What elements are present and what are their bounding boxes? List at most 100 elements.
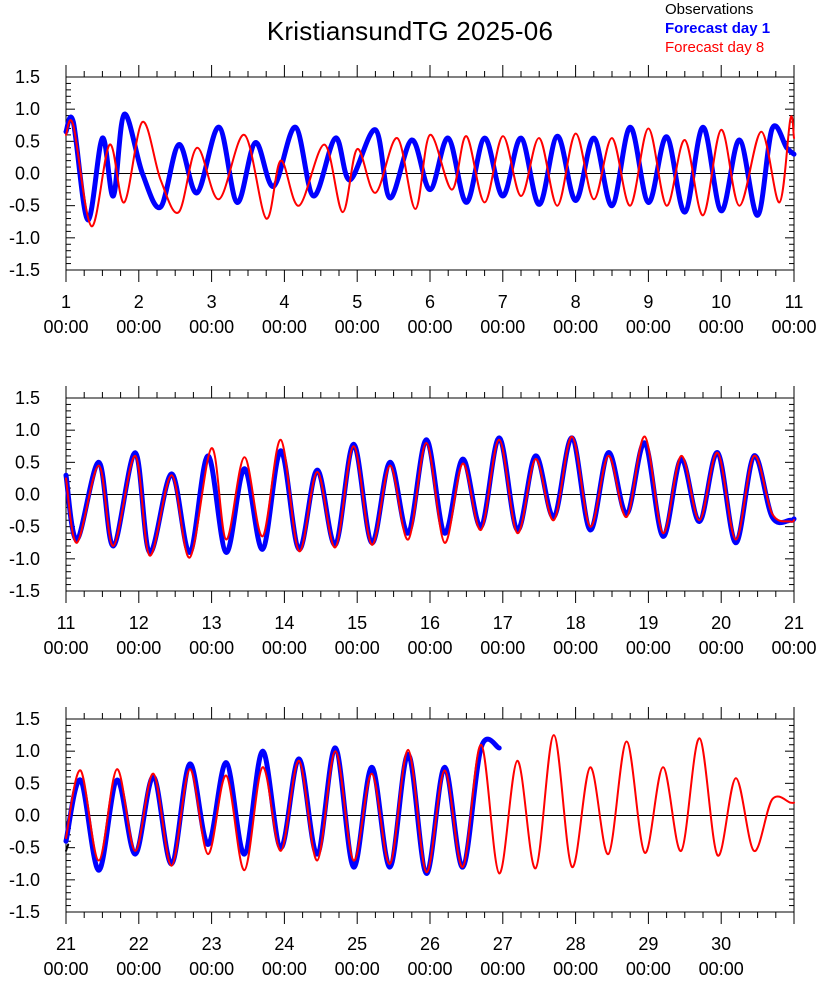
x-tick-label-time: 00:00 xyxy=(626,638,671,658)
x-tick-label-day: 11 xyxy=(785,292,804,312)
x-tick-label-day: 22 xyxy=(129,934,149,954)
x-tick-label-day: 27 xyxy=(493,934,513,954)
x-tick-label-time: 00:00 xyxy=(553,959,598,979)
x-tick-label-day: 24 xyxy=(274,934,294,954)
series-line-forecast-day-8 xyxy=(65,115,795,228)
x-tick-label-time: 00:00 xyxy=(335,959,380,979)
legend-forecast-day-8: Forecast day 8 xyxy=(665,39,765,56)
x-tick-label-day: 18 xyxy=(566,613,586,633)
x-tick-label-time: 00:00 xyxy=(116,638,161,658)
x-tick-label-day: 7 xyxy=(498,292,508,312)
x-tick-label-time: 00:00 xyxy=(189,638,234,658)
x-tick-label-time: 00:00 xyxy=(262,959,307,979)
x-tick-label-time: 00:00 xyxy=(771,638,816,658)
x-tick-label-day: 3 xyxy=(207,292,217,312)
y-tick-label: -1.5 xyxy=(9,581,40,601)
y-tick-label: 1.0 xyxy=(15,99,40,119)
x-tick-label-day: 11 xyxy=(57,613,76,633)
panel-2: 1.5 1.0 0.5 0.0 -0.5 -1.0 -1.5 11 00:00 12 00:00 13… xyxy=(9,386,817,658)
x-tick-label-time: 00:00 xyxy=(335,638,380,658)
y-tick-label: -1.0 xyxy=(9,228,40,248)
y-tick-label: -1.0 xyxy=(9,870,40,890)
x-tick-label-time: 00:00 xyxy=(553,638,598,658)
panel-1: 1.5 1.0 0.5 0.0 -0.5 -1.0 -1.5 1 00:00 2 00:00 3 00:… xyxy=(9,65,817,337)
x-tick-label-time: 00:00 xyxy=(626,317,671,337)
y-tick-label: 0.5 xyxy=(15,452,40,472)
x-tick-label-time: 00:00 xyxy=(262,638,307,658)
series-line-forecast-day-8 xyxy=(65,435,795,559)
x-tick-label-time: 00:00 xyxy=(407,959,452,979)
x-tick-label-day: 21 xyxy=(784,613,804,633)
x-tick-label-day: 13 xyxy=(202,613,222,633)
y-tick-label: -0.5 xyxy=(9,838,40,858)
legend-forecast-day-1: Forecast day 1 xyxy=(665,20,771,37)
x-tick-label-day: 26 xyxy=(420,934,440,954)
x-tick-label-day: 5 xyxy=(352,292,362,312)
y-tick-label: -1.5 xyxy=(9,260,40,280)
x-tick-label-time: 00:00 xyxy=(43,638,88,658)
x-tick-label-time: 00:00 xyxy=(699,317,744,337)
x-tick-label-day: 12 xyxy=(129,613,149,633)
y-tick-label: 1.5 xyxy=(15,388,40,408)
y-tick-label: 0.5 xyxy=(15,131,40,151)
y-tick-label: 0.5 xyxy=(15,773,40,793)
y-tick-label: 0.0 xyxy=(15,164,40,184)
x-tick-label-time: 00:00 xyxy=(116,317,161,337)
chart-title: KristiansundTG 2025-06 xyxy=(0,16,820,47)
x-tick-label-day: 10 xyxy=(711,292,731,312)
x-tick-label-day: 23 xyxy=(202,934,222,954)
x-tick-label-time: 00:00 xyxy=(480,638,525,658)
x-tick-label-time: 00:00 xyxy=(407,638,452,658)
x-tick-label-day: 1 xyxy=(61,292,71,312)
y-tick-label: -1.0 xyxy=(9,549,40,569)
x-tick-label-day: 25 xyxy=(347,934,367,954)
y-tick-label: 1.5 xyxy=(15,709,40,729)
x-tick-label-day: 29 xyxy=(638,934,658,954)
x-tick-label-time: 00:00 xyxy=(262,317,307,337)
y-tick-label: 0.0 xyxy=(15,485,40,505)
x-tick-label-day: 21 xyxy=(56,934,76,954)
x-tick-label-time: 00:00 xyxy=(116,959,161,979)
series-line-forecast-day-1 xyxy=(63,736,502,876)
series-line-observations xyxy=(65,843,70,852)
x-tick-label-day: 16 xyxy=(420,613,440,633)
x-tick-label-day: 6 xyxy=(425,292,435,312)
chart-title-text: KristiansundTG 2025-06 xyxy=(266,16,554,46)
x-tick-label-time: 00:00 xyxy=(480,317,525,337)
y-tick-label: -0.5 xyxy=(9,196,40,216)
x-tick-label-time: 00:00 xyxy=(43,317,88,337)
x-tick-label-day: 14 xyxy=(274,613,294,633)
x-tick-label-day: 17 xyxy=(493,613,513,633)
x-tick-label-day: 20 xyxy=(711,613,731,633)
x-tick-label-day: 30 xyxy=(711,934,731,954)
y-tick-label: 1.5 xyxy=(15,67,40,87)
x-tick-label-time: 00:00 xyxy=(553,317,598,337)
x-tick-label-time: 00:00 xyxy=(699,638,744,658)
legend: Observations Forecast day 1 Forecast day… xyxy=(665,0,770,57)
x-tick-label-time: 00:00 xyxy=(335,317,380,337)
x-tick-label-day: 9 xyxy=(643,292,653,312)
panel-3: 1.5 1.0 0.5 0.0 -0.5 -1.0 -1.5 21 00:00 22 00:00 23… xyxy=(9,707,795,979)
x-tick-label-time: 00:00 xyxy=(189,959,234,979)
x-tick-label-time: 00:00 xyxy=(626,959,671,979)
x-tick-label-time: 00:00 xyxy=(407,317,452,337)
x-tick-label-time: 00:00 xyxy=(480,959,525,979)
x-tick-label-time: 00:00 xyxy=(771,317,816,337)
y-tick-label: 0.0 xyxy=(15,806,40,826)
y-tick-label: 1.0 xyxy=(15,420,40,440)
x-tick-label-time: 00:00 xyxy=(699,959,744,979)
x-tick-label-day: 4 xyxy=(279,292,289,312)
y-tick-label: -0.5 xyxy=(9,517,40,537)
x-tick-label-day: 8 xyxy=(571,292,581,312)
y-tick-label: -1.5 xyxy=(9,902,40,922)
series-line-forecast-day-8 xyxy=(65,734,795,875)
series-line-forecast-day-1 xyxy=(63,111,797,223)
x-tick-label-day: 28 xyxy=(566,934,586,954)
x-tick-label-day: 19 xyxy=(638,613,658,633)
legend-observations: Observations xyxy=(665,1,754,18)
x-tick-label-time: 00:00 xyxy=(189,317,234,337)
x-tick-label-time: 00:00 xyxy=(43,959,88,979)
x-tick-label-day: 15 xyxy=(347,613,367,633)
y-tick-label: 1.0 xyxy=(15,741,40,761)
